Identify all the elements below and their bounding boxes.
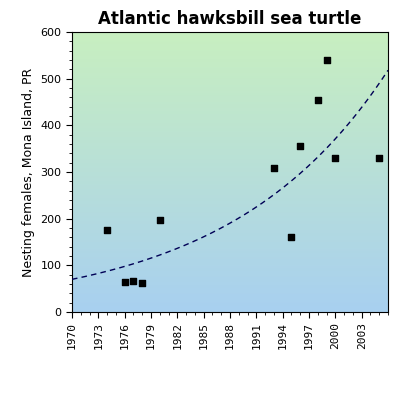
Point bbox=[139, 279, 146, 286]
Y-axis label: Nesting females, Mona Island, PR: Nesting females, Mona Island, PR bbox=[22, 67, 35, 277]
Point bbox=[297, 143, 304, 150]
Point bbox=[104, 227, 110, 234]
Point bbox=[314, 96, 321, 103]
Point bbox=[288, 234, 295, 240]
Point bbox=[130, 278, 137, 284]
Point bbox=[332, 155, 338, 161]
Point bbox=[156, 217, 163, 223]
Title: Atlantic hawksbill sea turtle: Atlantic hawksbill sea turtle bbox=[98, 10, 362, 28]
Point bbox=[376, 155, 382, 161]
Point bbox=[271, 165, 277, 172]
Point bbox=[323, 57, 330, 63]
Point bbox=[122, 278, 128, 285]
